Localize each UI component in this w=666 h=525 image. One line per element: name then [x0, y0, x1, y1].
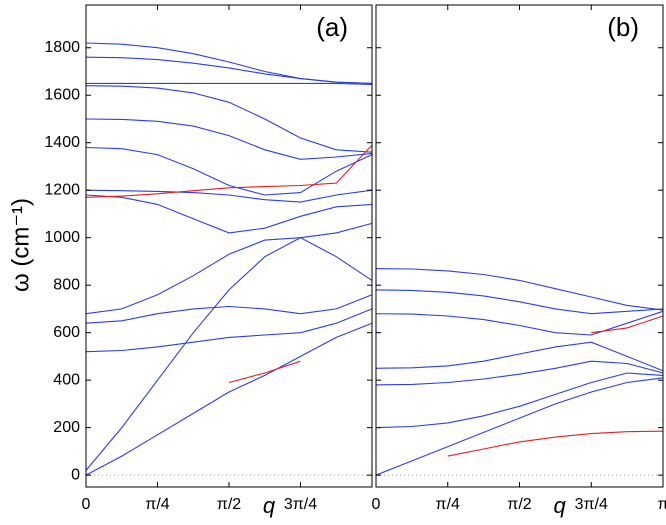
dispersion-curve — [375, 360, 664, 386]
x-tick-label: π/4 — [145, 496, 169, 513]
panel-label: (a) — [316, 12, 348, 42]
y-tick-label: 800 — [53, 276, 80, 293]
dispersion-curve — [85, 189, 373, 203]
dispersion-curve — [85, 222, 373, 471]
dispersion-curve — [375, 377, 664, 476]
plot-frame — [85, 4, 373, 488]
panel-label: (b) — [607, 12, 639, 42]
x-tick-label: π/2 — [507, 496, 531, 513]
dispersion-curve — [85, 144, 373, 198]
y-tick-label: 1000 — [44, 229, 80, 246]
y-tick-label: 600 — [53, 324, 80, 341]
dispersion-curve — [86, 82, 373, 86]
dispersion-curve — [375, 289, 664, 315]
y-tick-label: 0 — [71, 466, 80, 483]
dispersion-curve — [375, 310, 664, 336]
dispersion-curve — [375, 268, 664, 311]
x-axis-label: q — [263, 493, 276, 518]
x-tick-label: 0 — [82, 496, 91, 513]
y-tick-label: 1600 — [44, 86, 80, 103]
dispersion-curve — [591, 315, 664, 334]
y-tick-label: 1400 — [44, 134, 80, 151]
dispersion-curve — [85, 308, 373, 353]
dispersion-curve — [375, 341, 664, 372]
dispersion-curve — [85, 56, 373, 84]
dispersion-curve — [85, 237, 373, 315]
y-tick-label: 200 — [53, 419, 80, 436]
x-tick-label: 3π/4 — [575, 496, 608, 513]
x-tick-label: π/2 — [217, 496, 241, 513]
x-tick-label: 0 — [372, 496, 381, 513]
dispersion-curve — [85, 322, 373, 476]
x-axis-label: q — [554, 493, 567, 518]
dispersion-curve — [85, 42, 373, 84]
dispersion-curve — [375, 372, 664, 429]
dispersion-curve — [228, 360, 301, 384]
x-tick-label: 3π/4 — [284, 496, 317, 513]
plot-frame — [375, 4, 664, 488]
dispersion-curve — [85, 146, 373, 196]
x-tick-label: π — [657, 496, 666, 513]
x-tick-label: π/4 — [436, 496, 460, 513]
y-tick-label: 1200 — [44, 181, 80, 198]
dispersion-curve — [447, 430, 664, 457]
y-tick-label: 400 — [53, 371, 80, 388]
dispersion-curve — [85, 194, 373, 234]
dispersion-curve — [85, 85, 373, 153]
dispersion-curve — [85, 294, 373, 324]
y-axis-label: ω (cm⁻¹) — [7, 198, 34, 292]
y-tick-label: 1800 — [44, 39, 80, 56]
dispersion-curve — [85, 118, 373, 160]
